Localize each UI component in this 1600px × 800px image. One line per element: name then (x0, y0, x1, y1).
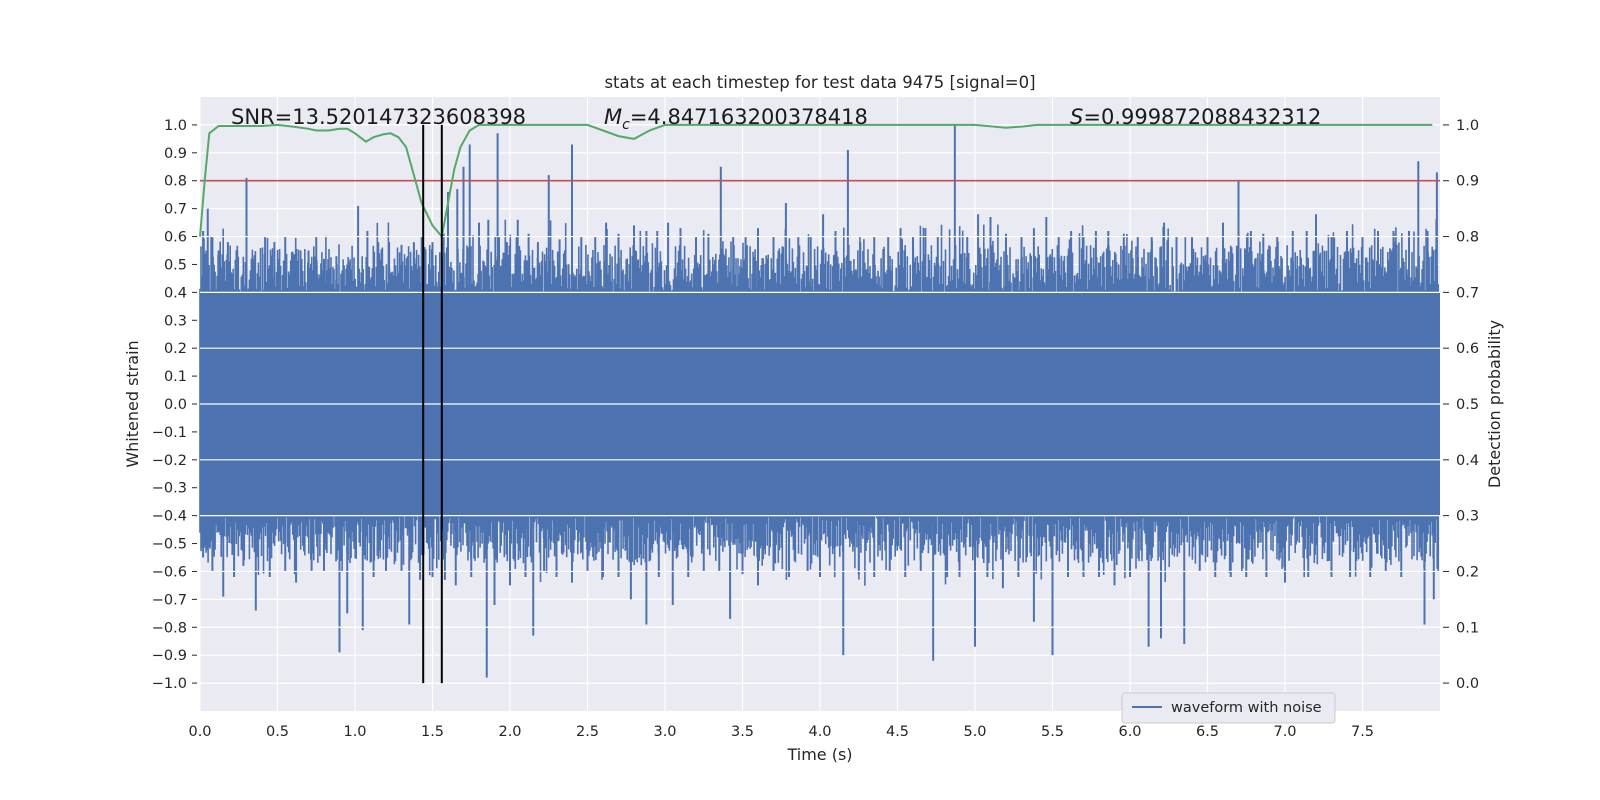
y-axis-ticks: 1.0 0.9 0.8 0.7 0.6 0.5 0.4 0.3 0.2 0.1 0.0 −0.1 −0.… (152, 118, 197, 692)
y-tick-label-6: 0.4 (164, 285, 187, 301)
y-tick-label-20: −1.0 (152, 676, 187, 692)
y-tick-label-1: 0.9 (164, 146, 187, 162)
y-tick-label-13: −0.3 (152, 481, 187, 497)
x-tick-label-7: 3.5 (731, 724, 754, 740)
x-tick-label-8: 4.0 (808, 724, 831, 740)
x-tick-label-14: 7.0 (1273, 724, 1296, 740)
chart-title: stats at each timestep for test data 947… (604, 73, 1035, 92)
y-tick-label-19: −0.9 (152, 648, 187, 664)
s-annotation: S=0.999872088432312 (1070, 105, 1321, 129)
chirp-mass-annotation: Mc=4.847163200378418 (604, 105, 868, 133)
s-value: =0.999872088432312 (1083, 105, 1321, 129)
legend-box (1121, 692, 1336, 724)
y-tick-label-15: −0.5 (152, 537, 187, 553)
y-tick-label-9: 0.1 (164, 369, 187, 385)
y2-tick-label-3: 0.7 (1456, 285, 1479, 301)
legend: waveform with noise (1121, 692, 1336, 724)
waveform-series (199, 124, 1440, 678)
y2-tick-label-8: 0.2 (1456, 564, 1479, 580)
y2-axis-label: Detection probability (1485, 320, 1504, 488)
y2-tick-label-10: 0.0 (1456, 676, 1479, 692)
x-tick-label-11: 5.5 (1041, 724, 1064, 740)
chirp-mass-value: =4.847163200378418 (630, 105, 868, 129)
y-tick-label-3: 0.7 (164, 202, 187, 218)
x-tick-label-6: 3.0 (653, 724, 676, 740)
y-axis-label: Whitened strain (123, 340, 142, 467)
y2-tick-label-9: 0.1 (1456, 620, 1479, 636)
x-axis-ticks: 0.0 0.5 1.0 1.5 2.0 2.5 3.0 3.5 4.0 4.5 5.0 5.5 6.0 6… (188, 724, 1374, 740)
legend-label: waveform with noise (1171, 700, 1322, 716)
y-tick-label-17: −0.7 (152, 592, 187, 608)
y2-tick-label-5: 0.5 (1456, 397, 1479, 413)
vertical-lines (422, 124, 443, 684)
y-tick-label-16: −0.6 (152, 564, 187, 580)
x-tick-label-12: 6.0 (1118, 724, 1141, 740)
x-tick-label-15: 7.5 (1351, 724, 1374, 740)
y-tick-label-4: 0.6 (164, 230, 187, 246)
y-tick-label-18: −0.8 (152, 620, 187, 636)
y-tick-label-12: −0.2 (152, 453, 187, 469)
s-symbol: S (1070, 105, 1083, 129)
x-tick-label-10: 5.0 (963, 724, 986, 740)
x-tick-label-2: 1.0 (343, 724, 366, 740)
y-tick-label-11: −0.1 (152, 425, 187, 441)
y2-tick-label-4: 0.6 (1456, 341, 1479, 357)
y-tick-label-10: 0.0 (164, 397, 187, 413)
y-tick-label-7: 0.3 (164, 313, 187, 329)
x-tick-label-13: 6.5 (1196, 724, 1219, 740)
x-axis-label: Time (s) (786, 745, 852, 764)
y-tick-label-8: 0.2 (164, 341, 187, 357)
y2-tick-label-0: 1.0 (1456, 118, 1479, 134)
y2-tick-label-7: 0.3 (1456, 509, 1479, 525)
grid-overlay (200, 124, 1440, 684)
y-tick-label-0: 1.0 (164, 118, 187, 134)
y2-tick-label-1: 0.9 (1456, 174, 1479, 190)
probability-series (199, 123, 1433, 239)
y-tick-label-2: 0.8 (164, 174, 187, 190)
y-tick-label-14: −0.4 (152, 509, 187, 525)
chirp-mass-subscript: c (622, 117, 630, 133)
x-tick-label-9: 4.5 (886, 724, 909, 740)
y-tick-label-5: 0.5 (164, 257, 187, 273)
y2-tick-label-2: 0.8 (1456, 230, 1479, 246)
x-tick-label-3: 1.5 (421, 724, 444, 740)
x-tick-label-0: 0.0 (188, 724, 211, 740)
x-tick-label-5: 2.5 (576, 724, 599, 740)
x-tick-label-4: 2.0 (498, 724, 521, 740)
y2-tick-label-6: 0.4 (1456, 453, 1479, 469)
probability-line (199, 123, 1433, 239)
x-tick-label-1: 0.5 (266, 724, 289, 740)
snr-annotation: SNR=13.520147323608398 (231, 105, 526, 129)
y2-axis-ticks: 1.0 0.9 0.8 0.7 0.6 0.5 0.4 0.3 0.2 0.1 0.0 (1443, 118, 1479, 692)
chirp-mass-symbol: M (604, 105, 622, 129)
